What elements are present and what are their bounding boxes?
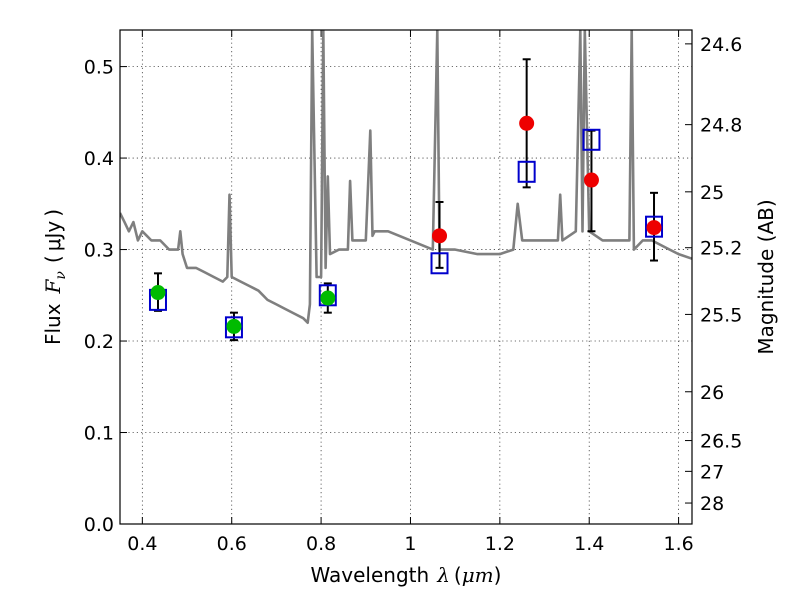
x-axis-label: Wavelength λ (μm) [311, 563, 502, 587]
x-tick-label: 1.2 [485, 533, 515, 555]
model-photometry-point [517, 160, 536, 183]
grid [120, 30, 692, 525]
model-photometry-point [430, 252, 449, 275]
observed-points [150, 115, 662, 334]
y-axis-label: FluxFν(μJy) [41, 209, 69, 345]
model-photometry-point [224, 316, 243, 339]
y2-tick-label: 26.5 [700, 431, 742, 453]
y-axis-ticks: 0.0 0.1 0.2 0.3 0.4 0.5 [84, 57, 127, 536]
y2-tick-label: 25.5 [700, 304, 742, 326]
y2-tick-label: 25.2 [700, 238, 742, 260]
y2-tick-label: 24.8 [700, 115, 742, 137]
x-tick-label: 1.4 [574, 533, 604, 555]
x-tick-label: 0.4 [127, 533, 157, 555]
y2-axis-label: Magnitude (AB) [754, 199, 778, 354]
y2-tick-label: 27 [700, 461, 724, 483]
y-tick-label: 0.0 [84, 514, 114, 536]
model-photometry-points [148, 128, 664, 339]
x-tick-label: 0.8 [306, 533, 336, 555]
y-tick-label: 0.2 [84, 331, 114, 353]
y2-tick-label: 25 [700, 182, 724, 204]
y2-axis-ticks: 24.6 24.8 25 25.2 25.5 26 26.5 27 28 [685, 34, 742, 515]
model-photometry-point [582, 128, 601, 151]
y-tick-label: 0.1 [84, 423, 114, 445]
plot-frame [119, 29, 693, 525]
y2-tick-label: 24.6 [700, 34, 742, 56]
y-axis-label-text: Flux [41, 303, 65, 345]
observed-point [519, 115, 535, 131]
y-tick-label: 0.4 [84, 148, 114, 170]
observed-point [646, 220, 662, 236]
model-photometry-point [645, 215, 664, 238]
y-tick-label: 0.5 [84, 57, 114, 79]
x-tick-label: 1 [404, 533, 416, 555]
observed-point [150, 285, 166, 301]
x-axis-label-text: Wavelength [311, 563, 430, 587]
plot-area [120, 30, 692, 342]
observed-point [583, 172, 599, 188]
x-tick-label: 1.6 [663, 533, 693, 555]
observed-point [226, 318, 242, 334]
x-tick-label: 0.6 [217, 533, 247, 555]
x-axis-ticks: 0.4 0.6 0.8 1 1.2 1.4 1.6 [127, 30, 694, 555]
model-spectrum-line [120, 30, 692, 324]
observed-point [320, 290, 336, 306]
observed-point [432, 228, 448, 244]
y2-tick-label: 28 [700, 493, 724, 515]
y2-tick-label: 26 [700, 382, 724, 404]
y-tick-label: 0.3 [84, 240, 114, 262]
